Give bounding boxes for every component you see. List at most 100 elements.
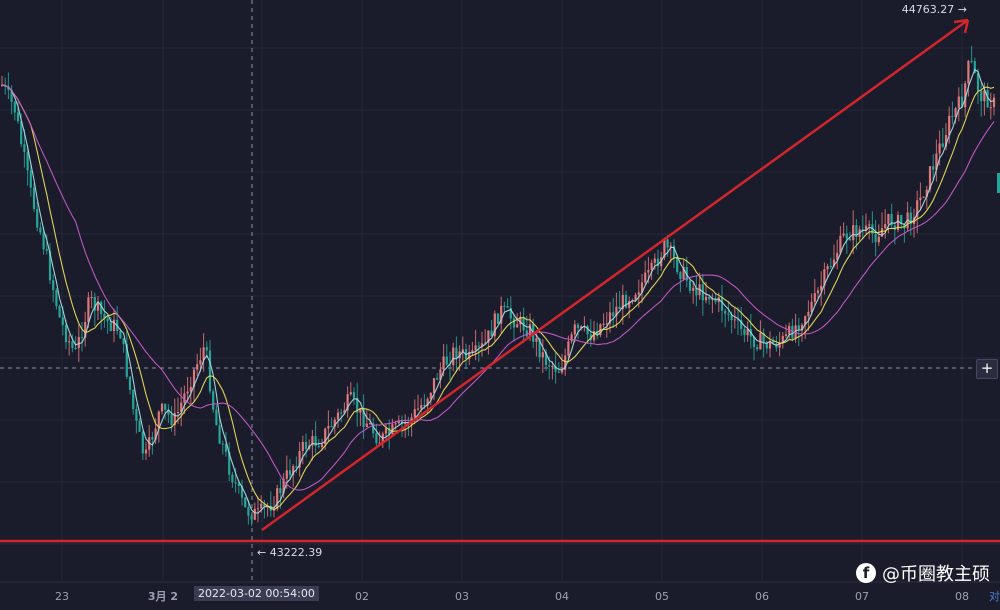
candle-body [285,470,288,479]
candle-body [615,306,618,317]
candle-body [349,392,352,395]
candle-body [727,313,730,315]
candle-body [205,347,208,351]
candle-body [423,405,426,407]
candle-body [900,214,903,224]
candle-body [535,338,538,342]
candle-body [845,233,848,239]
candle-body [173,413,176,426]
candle-body [413,409,416,418]
candle-body [573,324,576,335]
candle-body [317,446,320,448]
candle-body [487,330,490,343]
candle-body [7,86,10,90]
candle-body [52,280,55,291]
candle-body [736,319,740,321]
candle-body [692,287,695,291]
candle-body [199,360,202,365]
candle-body [842,233,845,236]
candle-body [816,290,820,294]
trend-line [261,18,969,532]
candle-body [832,259,836,267]
candle-body [420,405,423,409]
candle-body [180,402,183,412]
candle-body [103,313,106,319]
facebook-icon: f [856,563,876,583]
x-tick-label: 04 [555,590,569,603]
price-scale-marker [997,173,1000,193]
candle-body [909,212,912,224]
candle-body [359,407,362,413]
candle-body [762,333,765,343]
candle-body [122,338,125,345]
candle-body [682,267,685,280]
candle-body [480,343,484,347]
high-price-label: 44763.27 → [902,3,967,16]
candle-body [404,422,407,424]
candle-body [90,297,93,299]
candle-body [647,270,650,273]
candle-body [378,442,381,444]
candle-body [695,287,698,296]
add-price-line-button[interactable]: + [976,359,998,379]
candle-body [602,323,605,325]
candle-body [576,324,580,329]
candle-body [135,408,138,421]
candle-body [928,166,932,190]
candle-body [218,425,221,444]
candle-body [288,470,292,476]
candle-body [314,436,317,447]
candle-body [557,371,560,373]
candle-body [333,419,336,427]
candle-body [400,420,404,424]
x-tick-label: 02 [355,590,369,603]
candle-body [772,341,775,344]
candle-body [231,474,234,483]
candle-body [970,60,973,62]
candle-body [36,209,39,228]
candle-body [266,506,269,508]
candle-body [311,436,314,446]
candle-body [624,294,628,308]
candle-body [164,403,167,410]
candle-body [884,224,887,229]
candle-body [29,170,32,188]
candle-body [471,350,474,353]
candle-body [176,411,180,414]
candle-body [605,323,608,325]
candle-body [679,272,682,280]
candle-body [554,366,557,372]
candle-body [628,300,631,308]
candle-body [880,228,884,237]
candle-body [64,324,68,343]
candle-body [538,338,541,358]
x-tick-label: 23 [55,590,69,603]
candle-body [432,378,436,394]
candle-body [567,341,570,356]
candle-body [247,507,250,516]
candle-body [132,389,135,409]
candle-body [96,301,100,311]
candle-body [855,225,858,238]
candle-body [746,329,749,336]
candle-body [957,96,960,109]
candle-body [954,108,957,117]
candle-body [708,296,711,300]
candle-body [592,331,596,341]
candle-body [356,397,359,413]
candle-body [743,329,746,336]
low-price-label: ← 43222.39 [257,546,322,559]
candle-body [244,497,247,508]
candle-body [384,428,388,434]
candle-body [848,238,852,241]
candle-body [644,272,647,283]
candle-body [71,341,74,349]
candle-body [564,355,567,370]
watermark-text: @币圈教主硕 [882,564,990,585]
candle-body [301,441,304,452]
candle-body [756,347,759,350]
candle-body [730,314,733,320]
candle-body [138,420,141,432]
candle-body [375,433,378,444]
